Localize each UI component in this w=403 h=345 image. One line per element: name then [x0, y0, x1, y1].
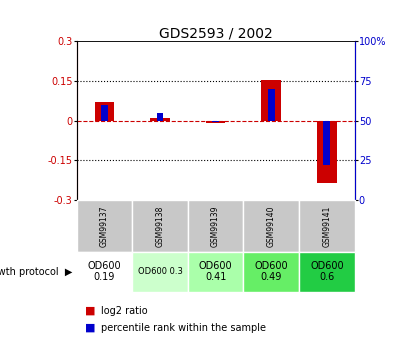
- Text: GSM99139: GSM99139: [211, 205, 220, 247]
- Title: GDS2593 / 2002: GDS2593 / 2002: [159, 26, 272, 40]
- Text: OD600 0.3: OD600 0.3: [137, 267, 183, 276]
- Bar: [206, 121, 225, 124]
- Text: OD600
0.41: OD600 0.41: [199, 261, 233, 283]
- Bar: [262, 80, 281, 121]
- Bar: [132, 200, 188, 252]
- Bar: [188, 200, 243, 252]
- Bar: [268, 89, 274, 121]
- Text: OD600
0.49: OD600 0.49: [254, 261, 288, 283]
- Text: GSM99138: GSM99138: [156, 205, 164, 247]
- Bar: [77, 200, 132, 252]
- Bar: [150, 118, 170, 121]
- Bar: [95, 102, 114, 121]
- Text: OD600
0.19: OD600 0.19: [87, 261, 121, 283]
- Bar: [188, 252, 243, 292]
- Text: log2 ratio: log2 ratio: [101, 306, 147, 315]
- Text: GSM99141: GSM99141: [322, 205, 331, 247]
- Bar: [324, 121, 330, 165]
- Bar: [212, 121, 219, 122]
- Text: OD600
0.6: OD600 0.6: [310, 261, 344, 283]
- Bar: [157, 113, 163, 121]
- Bar: [243, 252, 299, 292]
- Text: GSM99140: GSM99140: [267, 205, 276, 247]
- Text: ■: ■: [85, 323, 95, 333]
- Bar: [317, 121, 337, 183]
- Bar: [132, 252, 188, 292]
- Bar: [77, 252, 132, 292]
- Text: ■: ■: [85, 306, 95, 315]
- Bar: [299, 252, 355, 292]
- Bar: [243, 200, 299, 252]
- Text: percentile rank within the sample: percentile rank within the sample: [101, 323, 266, 333]
- Bar: [101, 105, 108, 121]
- Text: GSM99137: GSM99137: [100, 205, 109, 247]
- Bar: [299, 200, 355, 252]
- Text: growth protocol  ▶: growth protocol ▶: [0, 267, 73, 277]
